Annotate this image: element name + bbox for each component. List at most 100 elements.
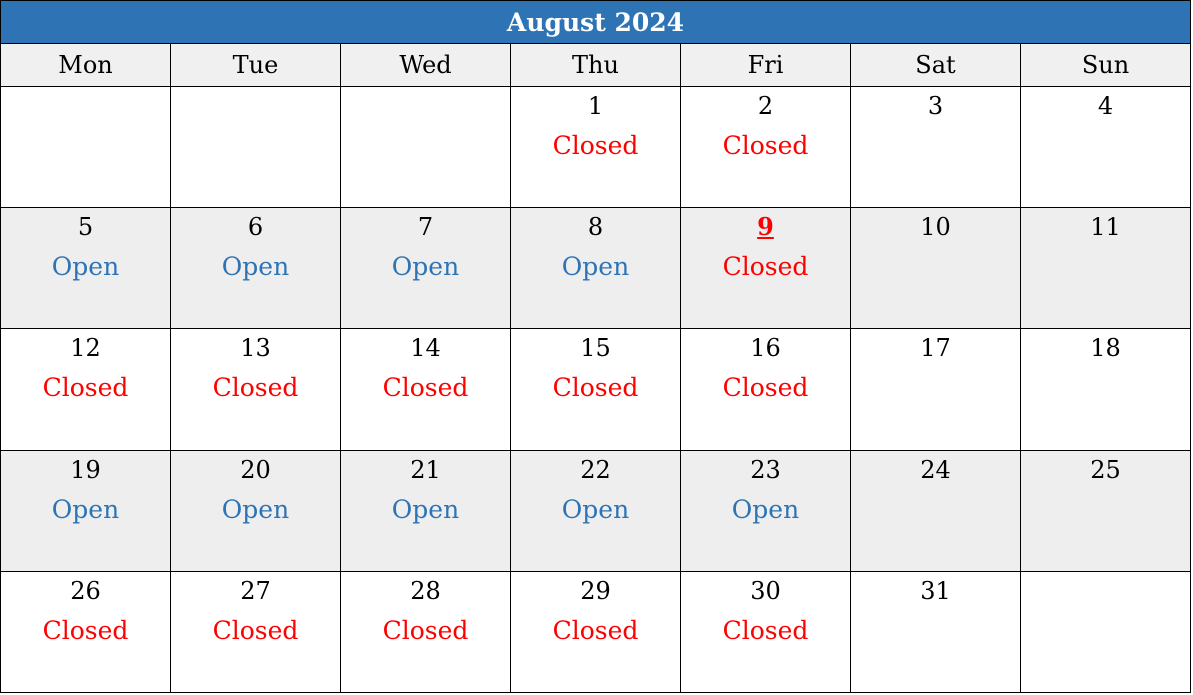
day-number: 14: [410, 334, 441, 363]
week-row: 19 Open 20 Open 21 Open 22 Open 23 Open 24 25: [0, 449, 1191, 572]
week-row: 5 Open 6 Open 7 Open 8 Open 9 Closed 10 11: [0, 207, 1191, 330]
day-number: 2: [757, 92, 774, 120]
day-number: 8: [587, 213, 604, 242]
day-cell: 19 Open: [0, 449, 171, 572]
day-cell: 11: [1020, 207, 1191, 330]
day-cell: 17: [850, 328, 1021, 451]
weekday-header-sun: Sun: [1020, 43, 1191, 87]
day-number: 27: [240, 576, 271, 605]
day-cell: 15 Closed: [510, 328, 681, 451]
day-number: 29: [580, 576, 611, 605]
day-number: 9: [757, 212, 774, 242]
status-label: Closed: [382, 615, 469, 645]
weekday-header-fri: Fri: [680, 43, 851, 87]
status-label: Closed: [212, 373, 299, 403]
day-number: 6: [247, 213, 264, 242]
day-number: 18: [1090, 334, 1121, 363]
day-number: 1: [587, 92, 604, 120]
day-number: 31: [920, 576, 951, 605]
day-cell: 25: [1020, 449, 1191, 572]
day-cell: 24: [850, 449, 1021, 572]
status-label: Closed: [552, 615, 639, 645]
status-label: Closed: [552, 131, 639, 160]
day-cell: [1020, 570, 1191, 694]
day-cell: 16 Closed: [680, 328, 851, 451]
status-label: Open: [221, 494, 290, 524]
day-cell: 8 Open: [510, 207, 681, 330]
day-number: 24: [920, 455, 951, 484]
status-label: Open: [391, 252, 460, 282]
weekday-header-wed: Wed: [340, 43, 511, 87]
day-cell: 10: [850, 207, 1021, 330]
day-number: 28: [410, 576, 441, 605]
day-number: 4: [1097, 92, 1114, 120]
day-cell: [340, 85, 511, 209]
day-number: 11: [1090, 213, 1121, 242]
calendar-title: August 2024: [0, 0, 1191, 44]
day-cell: 3: [850, 85, 1021, 209]
day-cell: 6 Open: [170, 207, 341, 330]
status-label: Closed: [552, 373, 639, 403]
day-cell: 5 Open: [0, 207, 171, 330]
status-label: Closed: [722, 615, 809, 645]
day-cell: 27 Closed: [170, 570, 341, 694]
day-number: 3: [927, 92, 944, 120]
calendar-body: 1 Closed 2 Closed 3 4 5 Open 6 Open 7 Open 8 Open 9 Clo…: [0, 85, 1191, 694]
day-cell: 26 Closed: [0, 570, 171, 694]
day-number: 19: [70, 455, 101, 484]
day-number: 20: [240, 455, 271, 484]
day-number: 10: [920, 213, 951, 242]
day-number: 13: [240, 334, 271, 363]
week-row: 26 Closed 27 Closed 28 Closed 29 Closed 30 Closed…: [0, 570, 1191, 694]
status-label: Closed: [42, 373, 129, 403]
status-label: Open: [51, 252, 120, 282]
day-cell: 9 Closed: [680, 207, 851, 330]
day-number: 23: [750, 455, 781, 484]
day-cell: 4: [1020, 85, 1191, 209]
weekday-header-mon: Mon: [0, 43, 171, 87]
status-label: Open: [221, 252, 290, 282]
day-cell: 13 Closed: [170, 328, 341, 451]
day-cell: 29 Closed: [510, 570, 681, 694]
day-cell: 21 Open: [340, 449, 511, 572]
day-cell: 18: [1020, 328, 1191, 451]
day-number: 5: [77, 213, 94, 242]
day-cell: [0, 85, 171, 209]
day-cell: 20 Open: [170, 449, 341, 572]
day-number: 16: [750, 334, 781, 363]
day-number: 25: [1090, 455, 1121, 484]
week-row: 12 Closed 13 Closed 14 Closed 15 Closed 16 Closed…: [0, 328, 1191, 451]
day-cell: 2 Closed: [680, 85, 851, 209]
day-cell: 31: [850, 570, 1021, 694]
day-cell: 1 Closed: [510, 85, 681, 209]
day-number: 22: [580, 455, 611, 484]
status-label: Open: [51, 494, 120, 524]
day-cell: 14 Closed: [340, 328, 511, 451]
status-label: Closed: [722, 131, 809, 160]
day-number: 15: [580, 334, 611, 363]
day-cell: 30 Closed: [680, 570, 851, 694]
day-cell: 12 Closed: [0, 328, 171, 451]
status-label: Closed: [722, 252, 809, 282]
status-label: Closed: [212, 615, 299, 645]
status-label: Closed: [382, 373, 469, 403]
status-label: Closed: [42, 615, 129, 645]
status-label: Closed: [722, 373, 809, 403]
day-number: 17: [920, 334, 951, 363]
status-label: Open: [391, 494, 460, 524]
status-label: Open: [561, 494, 630, 524]
day-cell: 22 Open: [510, 449, 681, 572]
status-label: Open: [561, 252, 630, 282]
weekday-header-row: Mon Tue Wed Thu Fri Sat Sun: [0, 43, 1191, 87]
weekday-header-sat: Sat: [850, 43, 1021, 87]
weekday-header-thu: Thu: [510, 43, 681, 87]
status-label: Open: [731, 494, 800, 524]
day-number: 21: [410, 455, 441, 484]
day-number: 7: [417, 213, 434, 242]
day-cell: 23 Open: [680, 449, 851, 572]
week-row: 1 Closed 2 Closed 3 4: [0, 85, 1191, 209]
day-cell: 7 Open: [340, 207, 511, 330]
day-number: 30: [750, 576, 781, 605]
day-cell: [170, 85, 341, 209]
